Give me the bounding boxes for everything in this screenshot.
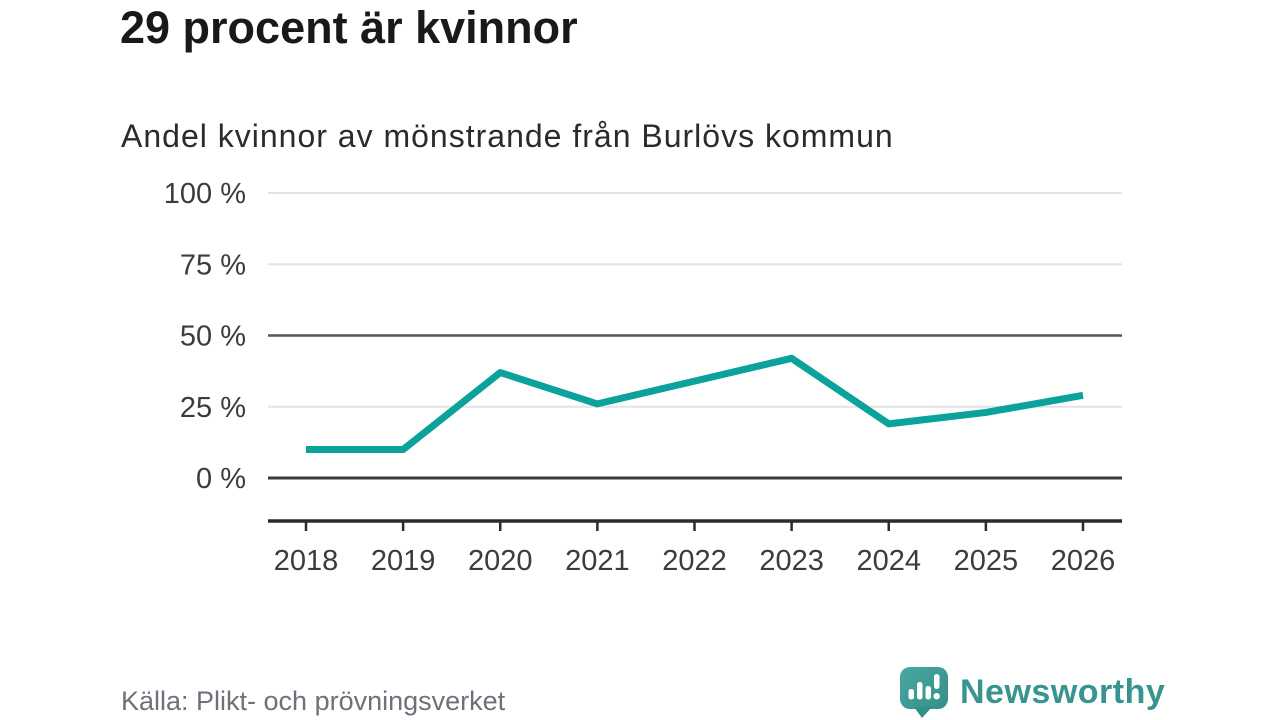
y-axis-tick-label: 75 % <box>180 249 246 281</box>
chart-subtitle: Andel kvinnor av mönstrande från Burlövs… <box>121 118 894 154</box>
x-axis-tick-label: 2024 <box>856 545 921 577</box>
speech-bubble-bar-chart-icon <box>900 667 948 718</box>
line-chart: 0 % 25 % 50 % 75 % 100 % 2018 2019 2020 2021 2022… <box>164 178 1122 577</box>
newsworthy-logo: Newsworthy <box>899 665 1165 719</box>
x-axis-tick-label: 2020 <box>468 545 533 577</box>
y-axis-tick-label: 50 % <box>180 321 246 353</box>
x-axis-tick-label: 2022 <box>662 545 727 577</box>
data-line <box>306 354 1084 453</box>
source-note: Källa: Plikt- och prövningsverket <box>121 686 506 716</box>
x-axis-tick-label: 2021 <box>565 545 630 577</box>
x-axis-tick-label: 2026 <box>1051 545 1116 577</box>
x-axis-tick-label: 2025 <box>954 545 1019 577</box>
brand-name: Newsworthy <box>960 672 1166 711</box>
y-axis-tick-label: 100 % <box>164 178 246 210</box>
x-axis-tick-label: 2023 <box>759 545 824 577</box>
x-axis-tick-label: 2019 <box>371 545 436 577</box>
y-axis-tick-label: 0 % <box>196 463 246 495</box>
x-axis-tick-label: 2018 <box>274 545 339 577</box>
y-axis-tick-label: 25 % <box>180 392 246 424</box>
chart-title: 29 procent är kvinnor <box>120 2 578 53</box>
